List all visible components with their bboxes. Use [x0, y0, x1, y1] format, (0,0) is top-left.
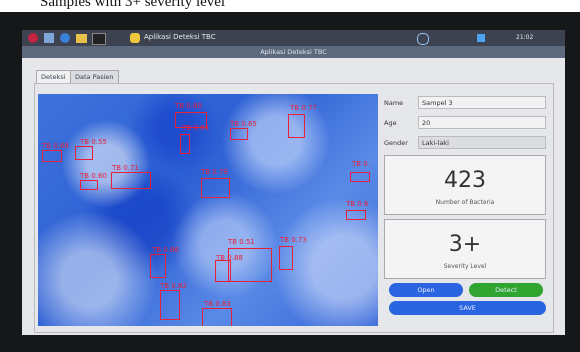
window-title: Aplikasi Deteksi TBC	[22, 46, 565, 58]
app-icon[interactable]	[44, 33, 54, 43]
clock: 21:02	[516, 34, 534, 41]
detection-label: TB 0.71	[112, 164, 139, 172]
detection-label: TB 0.51	[228, 238, 255, 246]
name-label: Name	[384, 99, 404, 107]
detection-box	[228, 248, 272, 282]
sample-image: TB 0.80 TB 0.84 TB 0.77 TB 0.65 TB 0.55 TB 0.…	[38, 94, 378, 326]
detection-label: TB 0.73	[280, 236, 307, 244]
tab-panel	[34, 83, 554, 333]
detection-box	[288, 114, 305, 138]
terminal-icon[interactable]	[92, 33, 106, 45]
severity-card: 3+ Severity Level	[384, 219, 546, 279]
age-label: Age	[384, 119, 397, 127]
detection-label: TB 0.65	[230, 120, 257, 128]
detection-box	[201, 178, 230, 198]
severity-level: 3+	[448, 232, 482, 257]
detection-box	[350, 172, 370, 182]
detection-box	[215, 260, 231, 282]
tab[interactable]: Deteksi	[36, 70, 71, 84]
detection-label: TB 0.86	[152, 246, 179, 254]
taskbar: Aplikasi Deteksi TBC 21:02	[22, 30, 565, 46]
folder-icon[interactable]	[76, 34, 87, 43]
detection-box	[279, 246, 293, 270]
detection-box	[230, 128, 248, 140]
detection-label: TB 0.83	[204, 300, 231, 308]
detection-box	[111, 172, 151, 189]
tab[interactable]: Data Pasien	[70, 70, 119, 84]
save-button[interactable]: SAVE	[389, 301, 546, 315]
detection-box	[75, 146, 93, 160]
detection-label: TB 0.	[352, 160, 370, 168]
python-icon	[130, 33, 140, 43]
severity-label: Severity Level	[443, 263, 487, 270]
wifi-icon[interactable]	[477, 34, 485, 42]
detection-label: TB 0.84	[182, 124, 209, 132]
detection-box	[150, 254, 166, 278]
detection-box	[180, 134, 190, 154]
bacteria-card: 423 Number of Bacteria	[384, 155, 546, 215]
open-button[interactable]: Open	[389, 283, 463, 297]
gender-select[interactable]: Laki-laki	[418, 136, 546, 149]
detect-button[interactable]: Detect	[469, 283, 543, 297]
name-input[interactable]: Sampel 3	[418, 96, 546, 109]
detection-box	[202, 308, 232, 326]
detection-label: TB 0.82	[160, 282, 187, 290]
detection-label: TB 0.55	[80, 138, 107, 146]
detection-box	[175, 112, 207, 128]
detection-label: TB 0.60	[80, 172, 107, 180]
detection-label: TB 0.88	[216, 254, 243, 262]
menu-icon[interactable]	[28, 33, 38, 43]
detection-box	[346, 210, 366, 220]
detection-label: TB 0.80	[175, 102, 202, 110]
status-icon[interactable]	[417, 33, 429, 45]
detection-box	[42, 150, 62, 162]
detection-box	[80, 180, 98, 190]
taskbar-app[interactable]: Aplikasi Deteksi TBC	[144, 33, 216, 41]
detection-label: TB 0.68	[42, 142, 69, 150]
bacteria-label: Number of Bacteria	[435, 199, 495, 206]
detection-box	[160, 290, 180, 320]
browser-icon[interactable]	[60, 33, 70, 43]
age-input[interactable]: 20	[418, 116, 546, 129]
heading: Samples with 3+ severity level	[40, 0, 226, 10]
detection-label: TB 0.77	[290, 104, 317, 112]
bacteria-count: 423	[444, 168, 486, 193]
detection-label: TB 0.79	[201, 168, 228, 176]
gender-label: Gender	[384, 139, 408, 147]
screen: Aplikasi Deteksi TBC 21:02 Aplikasi Dete…	[22, 30, 565, 335]
detection-label: TB 0.6	[346, 200, 369, 208]
